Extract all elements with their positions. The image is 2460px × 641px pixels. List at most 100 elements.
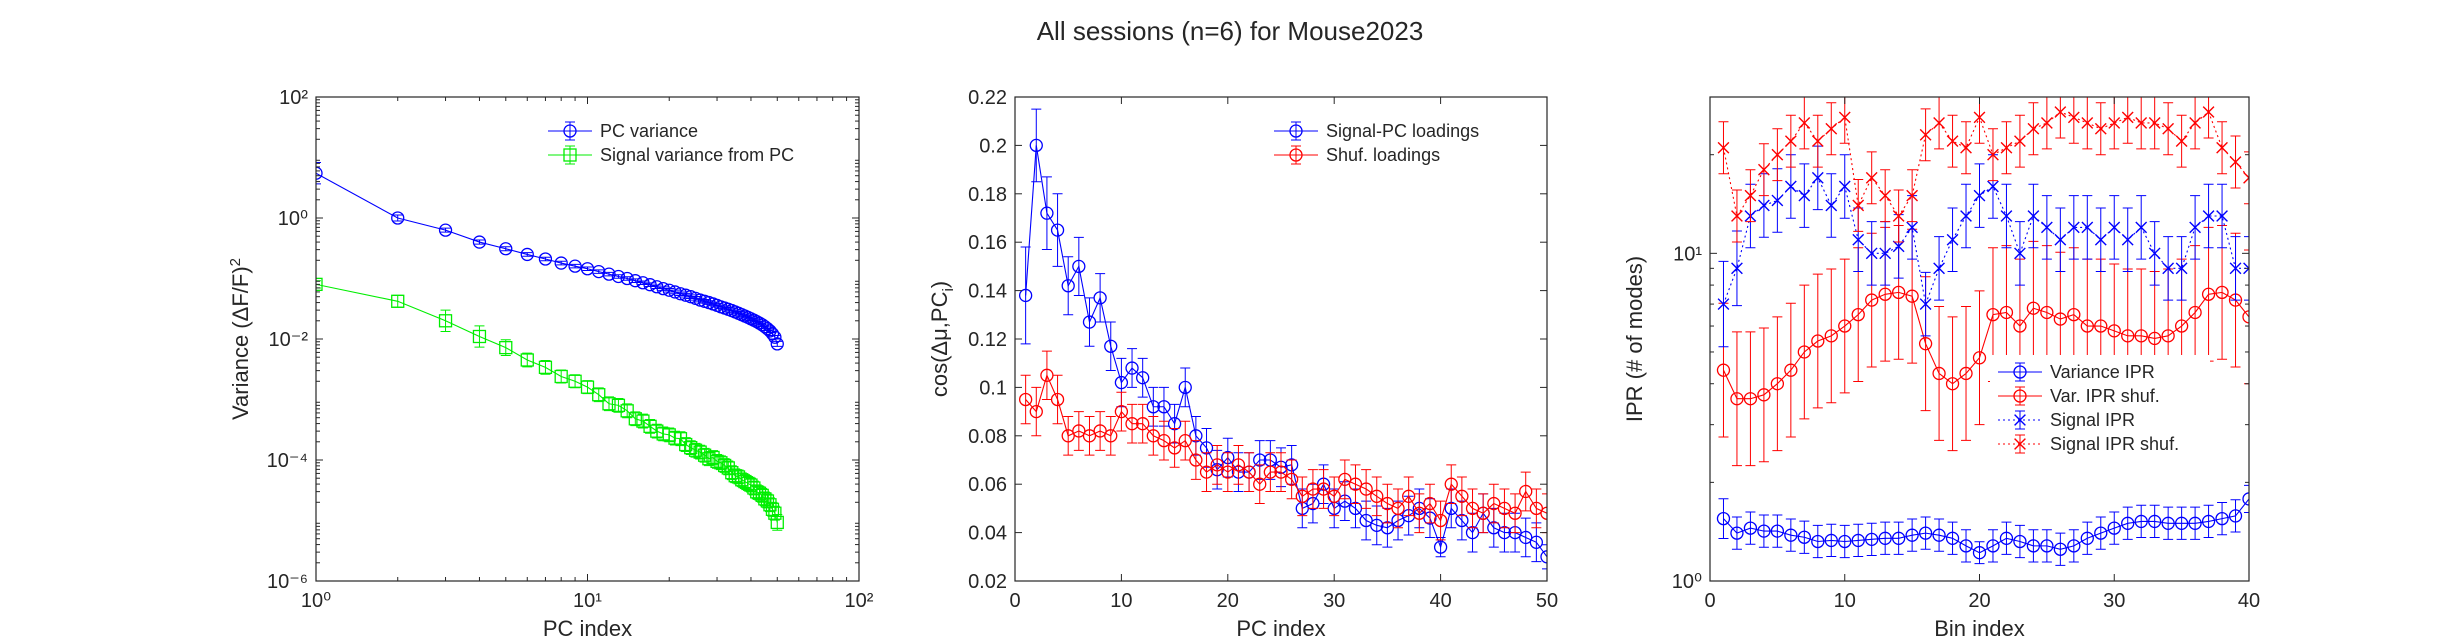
data-point	[1758, 199, 1770, 212]
data-point	[592, 388, 606, 402]
data-point	[1199, 465, 1214, 479]
error-bar	[593, 269, 604, 274]
data-point	[2121, 329, 2135, 343]
data-point	[1770, 524, 1785, 538]
error-bar	[1731, 331, 1742, 467]
error-bar	[1531, 522, 1542, 563]
legend-box	[1266, 114, 1491, 172]
error-bar	[2244, 151, 2249, 205]
series-line	[1722, 111, 2249, 218]
data-point	[1730, 392, 1744, 406]
data-point	[620, 404, 634, 418]
data-point	[1798, 117, 1811, 129]
data-point	[1999, 531, 2014, 545]
data-point	[1433, 540, 1448, 554]
data-point	[538, 252, 553, 266]
data-point	[1433, 513, 1448, 528]
error-bar	[392, 294, 403, 308]
x-tick-label: 10	[1110, 590, 1132, 612]
data-point	[2215, 285, 2229, 300]
error-bar	[1276, 452, 1286, 492]
data-point	[1540, 506, 1547, 520]
data-point	[2148, 247, 2161, 260]
error-bar	[1307, 469, 1318, 509]
legend: Variance IPR Var. IPR shuf. Signal IPR Sign…	[1990, 355, 2210, 461]
data-point	[1306, 482, 1320, 496]
error-bar	[1371, 476, 1382, 517]
data-point	[2053, 542, 2068, 556]
data-point	[1906, 189, 1919, 202]
data-point	[770, 515, 784, 530]
error-bar	[637, 280, 648, 286]
data-point	[1731, 210, 1743, 222]
x-tick-label: 30	[2103, 590, 2125, 612]
series-line	[1722, 291, 2249, 400]
data-point	[2000, 210, 2013, 222]
data-point	[2080, 531, 2094, 545]
data-point	[714, 456, 728, 470]
x-tick-label: 20	[1968, 590, 1990, 612]
data-point	[1999, 305, 2014, 320]
data-point	[2067, 221, 2080, 234]
data-point	[1338, 472, 1352, 487]
error-bar	[2163, 506, 2174, 540]
error-bar	[1073, 236, 1084, 296]
x-tick-label: 0	[1009, 590, 1020, 612]
data-point	[1757, 388, 1771, 402]
data-point	[1540, 550, 1547, 564]
data-point	[770, 337, 784, 351]
error-bar	[1435, 500, 1446, 541]
error-bar	[1286, 459, 1297, 500]
data-point	[1824, 533, 1838, 548]
error-bar	[1974, 290, 1985, 426]
data-point	[1136, 371, 1150, 385]
y-tick-label: 10⁻²	[269, 329, 309, 351]
data-point	[1029, 138, 1043, 153]
legend: Signal-PC loadings Shuf. loadings	[1266, 114, 1491, 172]
data-point	[2174, 516, 2189, 530]
data-point	[628, 412, 642, 426]
error-bar	[1907, 518, 1918, 552]
data-point	[1770, 377, 1785, 391]
data-point	[2054, 233, 2067, 246]
data-point	[1157, 400, 1171, 414]
error-bar	[540, 256, 551, 262]
data-point	[2013, 389, 2027, 403]
data-point	[472, 329, 487, 344]
x-tick-label: 10	[1834, 590, 1856, 612]
data-point	[1497, 501, 1512, 516]
data-point	[2053, 312, 2068, 326]
data-point	[1050, 392, 1065, 407]
data-point	[1878, 531, 1892, 545]
data-point	[1825, 199, 1838, 212]
error-bar	[645, 418, 656, 434]
data-point	[2243, 171, 2249, 184]
error-bar	[699, 447, 710, 463]
data-point	[1865, 532, 1879, 547]
data-point	[2135, 117, 2148, 129]
error-bar	[474, 239, 485, 245]
error-bar	[1180, 420, 1191, 461]
data-point	[1253, 477, 1267, 491]
data-point	[1370, 489, 1384, 503]
data-point	[520, 353, 534, 367]
data-point	[768, 506, 782, 520]
series-1	[316, 162, 784, 351]
data-point	[1093, 291, 1107, 305]
data-point	[2202, 210, 2215, 222]
data-point	[1717, 298, 1730, 310]
data-point	[2201, 514, 2216, 529]
data-point	[563, 148, 577, 162]
data-point	[1824, 329, 1838, 343]
data-point	[1519, 484, 1533, 499]
data-point	[1359, 513, 1373, 528]
error-bar	[1488, 483, 1499, 524]
y-tick-label: 0.18	[968, 184, 1007, 206]
error-bar	[1758, 514, 1769, 548]
data-point	[1905, 289, 1919, 303]
error-bar	[1063, 415, 1074, 456]
data-point	[1519, 530, 1533, 545]
error-bar	[1158, 420, 1169, 461]
error-bar	[2122, 506, 2133, 540]
error-bar	[1785, 518, 1796, 552]
